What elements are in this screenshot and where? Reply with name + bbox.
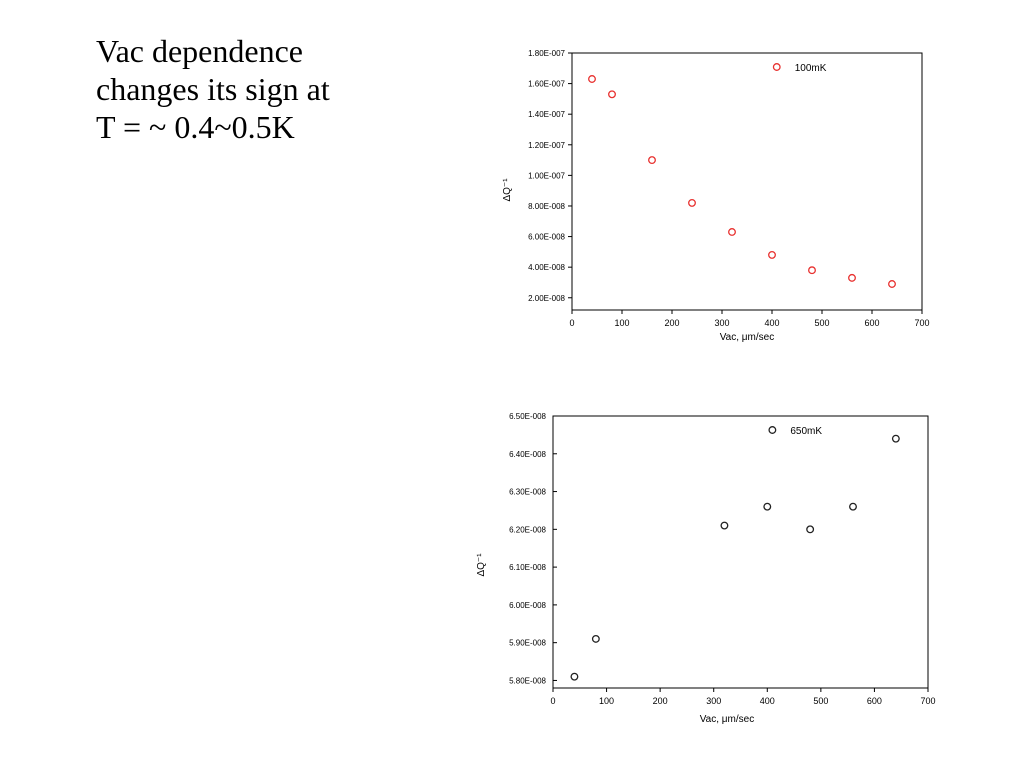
y-tick-label: 5.90E-008	[509, 639, 546, 648]
plot-frame	[571, 52, 923, 311]
x-tick-label: 300	[714, 318, 729, 328]
chart-100mk: Vac, μm/sec ΔQ⁻¹ 0 100 200 300 400 500 600 700 2…	[502, 49, 930, 343]
x-tick-label: 200	[653, 696, 668, 706]
y-axis-label: ΔQ⁻¹	[502, 178, 513, 202]
x-tick-label: 200	[664, 318, 679, 328]
data-point	[768, 250, 776, 259]
y-tick-label: 6.30E-008	[509, 488, 546, 497]
data-point	[728, 228, 736, 236]
legend-label: 650mK	[790, 426, 822, 437]
x-tick-label: 300	[706, 696, 721, 706]
data-point	[588, 75, 596, 83]
x-tick-label: 400	[764, 318, 779, 328]
y-tick-label: 6.50E-008	[509, 412, 546, 421]
data-point	[891, 434, 900, 443]
x-tick-label: 700	[914, 318, 929, 328]
y-tick-label: 6.10E-008	[509, 563, 546, 572]
chart-650mk: Vac, μm/sec ΔQ⁻¹ 0 100 200 300 400 500 600 700 5…	[476, 412, 936, 725]
x-tick-label: 0	[569, 318, 574, 328]
legend-marker	[772, 63, 781, 71]
y-tick-label: 4.00E-008	[528, 263, 565, 272]
slide-title-line-1: Vac dependence	[96, 33, 303, 69]
legend-label: 100mK	[795, 63, 827, 74]
y-tick-label: 1.60E-007	[528, 80, 565, 89]
slide-title-line-2: changes its sign at	[96, 71, 330, 107]
data-point	[648, 156, 656, 165]
data-point	[720, 521, 729, 530]
data-point	[570, 672, 579, 681]
y-tick-label: 6.00E-008	[509, 601, 546, 610]
y-axis-label: ΔQ⁻¹	[476, 553, 487, 577]
data-point	[688, 198, 696, 207]
x-axis-label: Vac, μm/sec	[720, 332, 774, 343]
legend-marker	[768, 426, 777, 434]
y-tick-label: 5.80E-008	[509, 676, 546, 685]
x-tick-label: 600	[867, 696, 882, 706]
y-tick-label: 8.00E-008	[528, 202, 565, 211]
y-tick-label: 1.80E-007	[528, 49, 565, 58]
x-tick-label: 500	[813, 696, 828, 706]
data-point	[808, 266, 816, 275]
y-tick-label: 6.40E-008	[509, 450, 546, 459]
data-point	[806, 525, 815, 534]
x-tick-label: 600	[864, 318, 879, 328]
x-tick-label: 100	[614, 318, 629, 328]
x-tick-label: 700	[920, 696, 935, 706]
y-tick-label: 6.00E-008	[528, 233, 565, 242]
data-point	[849, 502, 857, 511]
x-tick-label: 100	[599, 696, 614, 706]
y-tick-label: 6.20E-008	[509, 525, 546, 534]
y-tick-label: 1.20E-007	[528, 141, 565, 150]
data-point	[763, 502, 772, 511]
y-tick-label: 1.40E-007	[528, 110, 565, 119]
x-tick-label: 500	[814, 318, 829, 328]
x-axis-label: Vac, μm/sec	[700, 714, 754, 725]
slide-title-line-3: T = ~ 0.4~0.5K	[96, 109, 295, 145]
x-tick-label: 400	[760, 696, 775, 706]
slide-title: Vac dependence changes its sign at T = ~…	[96, 32, 456, 146]
data-point	[888, 280, 896, 288]
data-point	[591, 634, 600, 643]
y-tick-label: 1.00E-007	[528, 171, 565, 180]
data-point	[848, 273, 856, 282]
x-tick-label: 0	[550, 696, 555, 706]
plot-frame	[552, 415, 929, 689]
data-point	[608, 90, 616, 99]
y-tick-label: 2.00E-008	[528, 294, 565, 303]
